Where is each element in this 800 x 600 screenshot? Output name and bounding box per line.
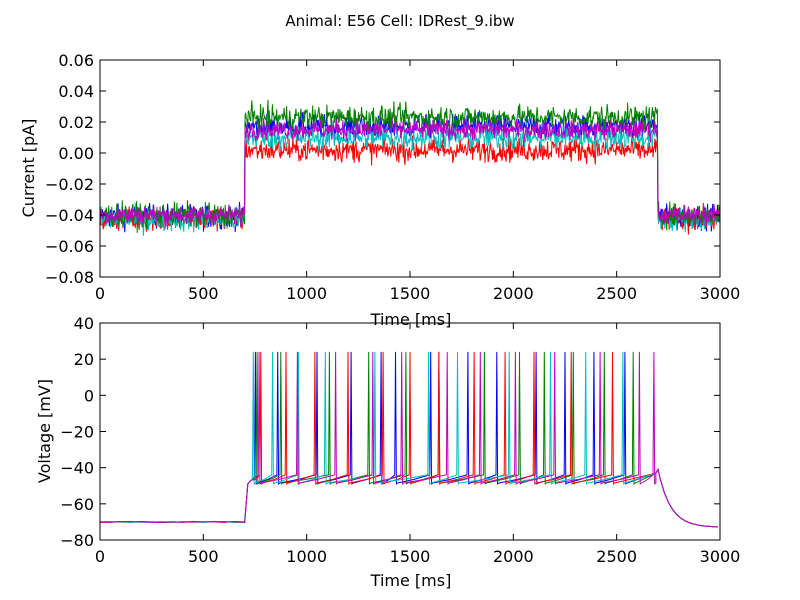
figure-title: Animal: E56 Cell: IDRest_9.ibw (285, 12, 514, 31)
current-y-tick-label: −0.04 (45, 206, 94, 225)
voltage-y-tick-label: 40 (74, 314, 94, 333)
current-y-tick-label: 0.00 (58, 144, 94, 163)
current-y-axis-label: Current [pA] (19, 119, 38, 218)
current-trace-5 (99, 116, 721, 229)
current-x-tick-label: 500 (188, 284, 219, 303)
voltage-y-tick-label: 20 (74, 350, 94, 369)
voltage-x-tick-label: 2000 (493, 547, 534, 566)
voltage-x-tick-label: 1000 (286, 547, 327, 566)
current-y-tick-label: 0.06 (58, 51, 94, 70)
current-ticks: 0 500 1000 1500 2000 2500 3000 −0.08 −0.06 −0.04 −… (45, 51, 740, 303)
current-x-tick-label: 1000 (286, 284, 327, 303)
voltage-ticks: 0 500 1000 1500 2000 2500 3000 −80 −60 −40 −20 0 20 4… (60, 314, 740, 566)
voltage-x-tick-label: 1500 (390, 547, 431, 566)
current-x-tick-label: 0 (95, 284, 105, 303)
current-x-tick-label: 1500 (390, 284, 431, 303)
current-x-axis-label: Time [ms] (370, 310, 452, 329)
current-y-tick-label: −0.02 (45, 175, 94, 194)
voltage-y-tick-label: 0 (84, 386, 94, 405)
voltage-x-axis-label: Time [ms] (370, 571, 452, 590)
voltage-trace-5 (99, 351, 718, 528)
current-y-tick-label: 0.02 (58, 113, 94, 132)
current-x-tick-label: 3000 (700, 284, 741, 303)
voltage-y-tick-label: −60 (60, 495, 94, 514)
current-y-tick-label: 0.04 (58, 82, 94, 101)
current-y-tick-label: −0.06 (45, 237, 94, 256)
current-x-tick-label: 2500 (596, 284, 637, 303)
voltage-x-tick-label: 500 (188, 547, 219, 566)
voltage-plot: 0 500 1000 1500 2000 2500 3000 −80 −60 −40 −20 0 20 4… (35, 314, 740, 590)
current-traces (99, 99, 721, 236)
voltage-x-tick-label: 0 (95, 547, 105, 566)
voltage-y-axis-label: Voltage [mV] (35, 379, 54, 483)
voltage-x-tick-label: 3000 (700, 547, 741, 566)
current-x-tick-label: 2000 (493, 284, 534, 303)
voltage-traces (99, 351, 718, 528)
current-y-tick-label: −0.08 (45, 268, 94, 287)
current-plot: 0 500 1000 1500 2000 2500 3000 −0.08 −0.06 −0.04 −… (19, 51, 740, 329)
voltage-y-tick-label: −20 (60, 423, 94, 442)
voltage-y-tick-label: −40 (60, 459, 94, 478)
voltage-x-tick-label: 2500 (596, 547, 637, 566)
voltage-y-tick-label: −80 (60, 531, 94, 550)
